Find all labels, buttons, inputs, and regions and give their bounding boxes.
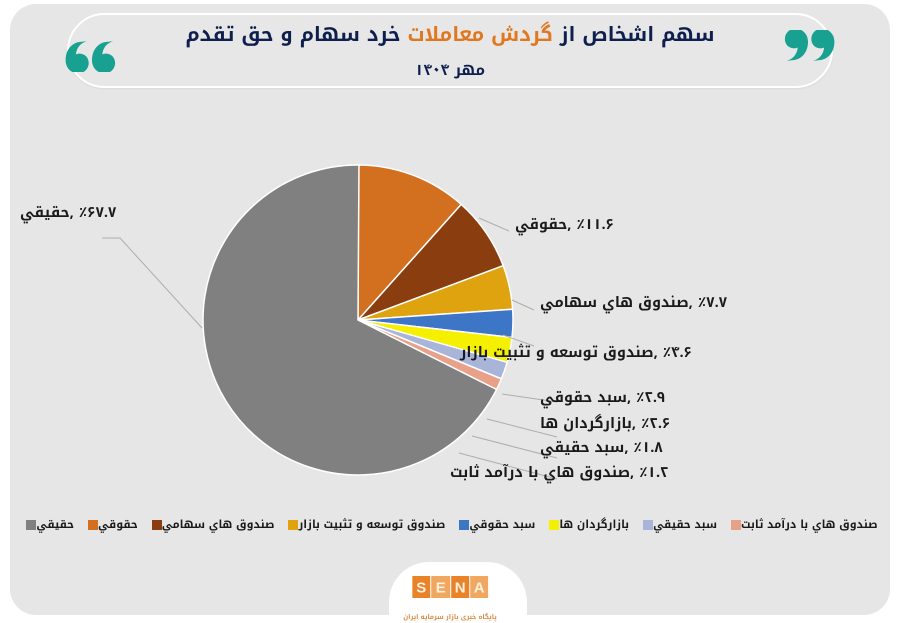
svg-text:N: N	[455, 580, 466, 597]
svg-text:S: S	[416, 580, 426, 597]
svg-text:A: A	[474, 580, 485, 597]
svg-text:E: E	[435, 580, 445, 597]
